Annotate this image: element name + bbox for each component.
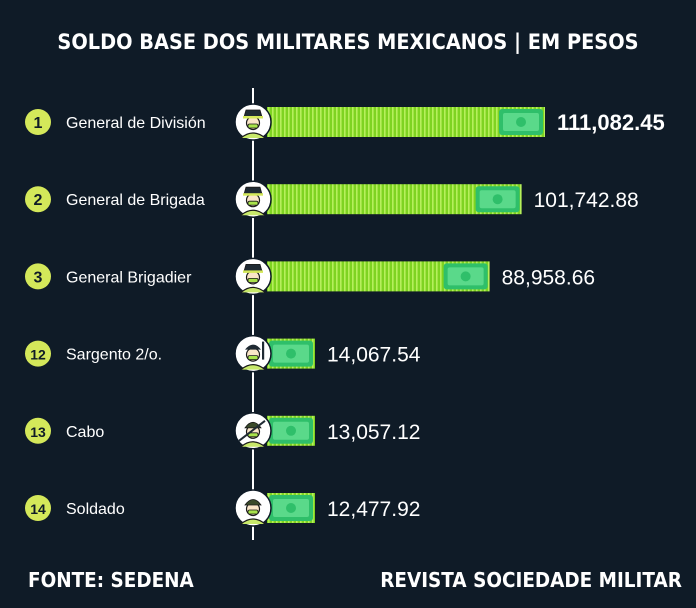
general-avatar-icon <box>234 180 272 218</box>
banknote-icon <box>443 263 488 290</box>
category-label: General Brigadier <box>66 269 192 286</box>
value-label: 88,958.66 <box>502 266 595 289</box>
rank-number: 1 <box>34 115 43 132</box>
banknote-icon <box>269 417 313 444</box>
general-avatar-icon <box>234 103 272 141</box>
rank-badge <box>25 186 51 213</box>
rank-number: 2 <box>34 192 43 209</box>
chart-title: SOLDO BASE DOS MILITARES MEXICANOS | EM … <box>57 30 639 54</box>
banknote-icon <box>269 340 313 367</box>
category-label: General de División <box>66 115 206 132</box>
general-avatar-icon <box>234 257 272 296</box>
value-label: 14,067.54 <box>327 344 421 367</box>
rank-badge <box>25 109 51 135</box>
category-label: Soldado <box>66 501 125 518</box>
value-label: 101,742.88 <box>534 189 639 212</box>
rank-badge <box>25 495 51 521</box>
banknote-icon <box>475 186 520 213</box>
category-label: General de Brigada <box>66 192 205 209</box>
rank-number: 3 <box>34 269 43 286</box>
rank-number: 13 <box>30 424 46 440</box>
category-label: Cabo <box>66 424 104 441</box>
bar <box>267 107 545 137</box>
category-label: Sargento 2/o. <box>66 347 162 364</box>
banknote-icon <box>269 495 313 521</box>
sargento-avatar-icon <box>234 334 272 373</box>
value-label: 12,477.92 <box>327 498 420 521</box>
rank-badge <box>25 263 51 290</box>
rank-badge <box>25 340 51 367</box>
banknote-icon <box>499 109 543 135</box>
cabo-avatar-icon <box>234 412 272 450</box>
publisher-label: REVISTA SOCIEDADE MILITAR <box>380 568 682 592</box>
soldado-avatar-icon <box>234 489 272 527</box>
value-label: 111,082.45 <box>557 110 665 135</box>
value-label: 13,057.12 <box>327 421 420 444</box>
rank-badge <box>25 417 51 444</box>
rank-number: 12 <box>30 347 46 363</box>
rank-number: 14 <box>30 501 46 517</box>
source-label: FONTE: SEDENA <box>28 568 194 592</box>
